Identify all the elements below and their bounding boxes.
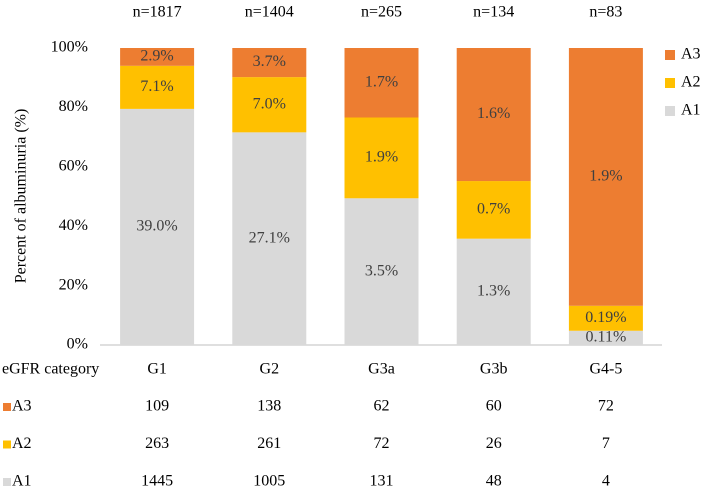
bar-segment [568,48,643,306]
segment-label: 1.9% [365,149,398,166]
segment-label: 27.1% [249,229,290,246]
table-swatch [3,478,11,486]
table-count: 131 [370,473,394,489]
x-axis-title: eGFR category [2,361,99,378]
bar-segment [232,132,307,345]
table-count: 138 [257,398,281,415]
legend-swatch [665,106,675,116]
bar-segment [232,77,307,133]
x-tick-label: G1 [147,361,167,378]
n-label: n=83 [589,4,622,21]
n-label: n=134 [473,4,514,21]
table-count: 261 [257,435,281,452]
bar-segment [232,48,307,78]
bar-segment [456,238,531,345]
y-tick-label: 100% [51,39,88,56]
n-label: n=265 [361,4,402,21]
segment-label: 1.6% [477,105,510,122]
table-swatch [3,440,11,449]
y-tick-label: 80% [59,98,88,115]
table-count: 60 [486,398,502,415]
table-count: 62 [374,398,390,415]
table-swatch [3,403,11,411]
segment-label: 2.9% [140,48,173,65]
y-tick-label: 60% [59,157,88,174]
y-tick-label: 40% [59,217,88,234]
table-count: 1005 [253,473,285,489]
table-count: 48 [486,473,502,489]
segment-label: 7.1% [140,78,173,95]
table-count: 7 [602,435,610,452]
segment-label: 3.7% [253,53,286,70]
bar-segment [120,65,195,109]
y-axis-title: Percent of albuminuria (%) [13,109,30,284]
bar-segment [568,305,643,331]
bar-segment [344,198,419,345]
bar-segment [568,330,643,345]
table-count: 26 [486,435,502,452]
segment-label: 0.19% [585,309,626,326]
x-tick-label: G2 [260,361,280,378]
segment-label: 3.5% [365,262,398,279]
table-count: 72 [374,435,390,452]
y-tick-label: 0% [67,336,88,353]
bar-segment [456,181,531,239]
legend-label: A1 [681,102,701,119]
table-row-label: A3 [12,398,32,415]
segment-label: 0.11% [586,329,627,346]
n-label: n=1817 [133,4,182,21]
table-count: 263 [145,435,169,452]
legend-label: A2 [681,74,701,91]
bar-segment [120,108,195,345]
segment-label: 1.9% [589,168,622,185]
table-count: 1445 [141,473,173,489]
legend-swatch [665,78,675,88]
table-count: 109 [145,398,169,415]
n-label: n=1404 [245,4,294,21]
table-row-label: A2 [12,435,32,452]
y-tick-label: 20% [59,276,88,293]
legend-swatch [665,50,675,60]
bar-segment [120,48,195,66]
segment-label: 39.0% [136,218,177,235]
table-count: 72 [598,398,614,415]
table-row-label: A1 [12,473,32,489]
legend-label: A3 [681,46,701,63]
bar-segment [344,48,419,118]
bar-segment [456,48,531,182]
segment-label: 1.3% [477,283,510,300]
x-tick-label: G4-5 [589,361,622,378]
segment-label: 0.7% [477,201,510,218]
table-count: 4 [602,473,610,489]
x-tick-label: G3b [480,361,508,378]
x-tick-label: G3a [368,361,395,378]
segment-label: 7.0% [253,95,286,112]
segment-label: 1.7% [365,73,398,90]
bar-segment [344,117,419,199]
